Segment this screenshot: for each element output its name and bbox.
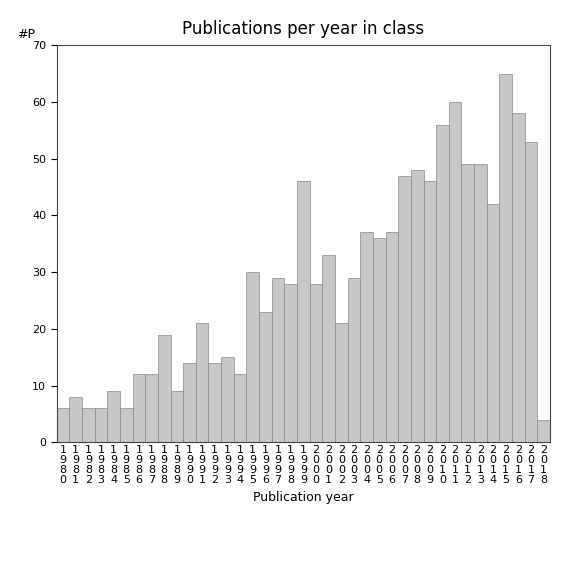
Bar: [145, 374, 158, 442]
Bar: [285, 284, 297, 442]
Bar: [500, 74, 512, 442]
Bar: [462, 164, 474, 442]
Bar: [524, 142, 538, 442]
Bar: [424, 181, 436, 442]
Bar: [386, 232, 398, 442]
Bar: [538, 420, 550, 442]
Bar: [247, 272, 259, 442]
Bar: [398, 176, 411, 442]
Bar: [133, 374, 145, 442]
Bar: [335, 323, 348, 442]
Bar: [69, 397, 82, 442]
Bar: [272, 278, 285, 442]
Bar: [209, 363, 221, 442]
Bar: [322, 255, 335, 442]
Bar: [486, 204, 500, 442]
Bar: [512, 113, 524, 442]
Bar: [57, 408, 69, 442]
Bar: [348, 278, 360, 442]
Text: #P: #P: [17, 28, 35, 41]
Bar: [183, 363, 196, 442]
Bar: [474, 164, 486, 442]
Bar: [411, 170, 424, 442]
Bar: [221, 357, 234, 442]
X-axis label: Publication year: Publication year: [253, 490, 354, 503]
Bar: [259, 312, 272, 442]
Bar: [297, 181, 310, 442]
Bar: [196, 323, 209, 442]
Bar: [82, 408, 95, 442]
Bar: [171, 391, 183, 442]
Bar: [360, 232, 373, 442]
Bar: [310, 284, 322, 442]
Title: Publications per year in class: Publications per year in class: [182, 20, 425, 38]
Bar: [234, 374, 247, 442]
Bar: [158, 335, 171, 442]
Bar: [373, 238, 386, 442]
Bar: [95, 408, 107, 442]
Bar: [120, 408, 133, 442]
Bar: [449, 102, 462, 442]
Bar: [436, 125, 449, 442]
Bar: [107, 391, 120, 442]
